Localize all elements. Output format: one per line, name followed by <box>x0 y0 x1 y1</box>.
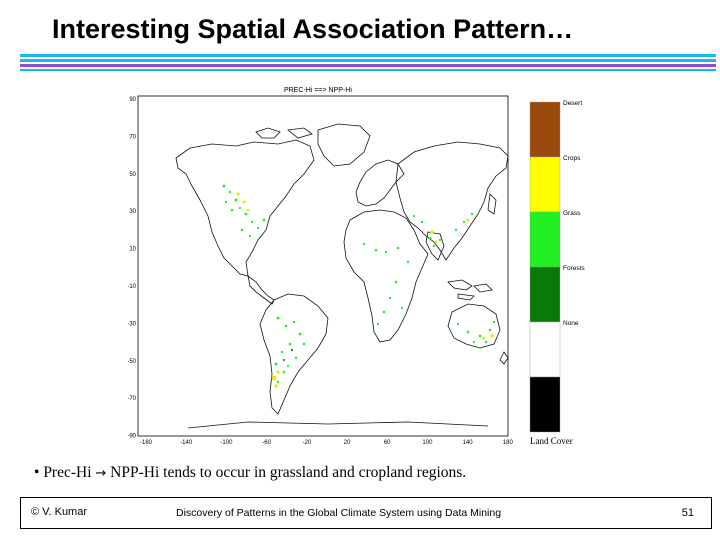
footer-bar: © V. Kumar Discovery of Patterns in the … <box>20 497 712 529</box>
y-tick-label: 90 <box>129 97 136 103</box>
grass-cluster-africa <box>362 242 410 326</box>
crops-cluster-south-america <box>271 370 280 388</box>
y-tick-label: -30 <box>128 321 137 327</box>
legend-label: Forests <box>563 265 585 272</box>
japan-outline <box>487 193 497 215</box>
australia-outline <box>447 303 501 349</box>
map-title: PREC-Hi ==> NPP-Hi <box>284 87 352 94</box>
y-tick-label: -10 <box>128 284 137 290</box>
bullet-text: • Prec-Hi → NPP-Hi tends to occur in gra… <box>34 464 466 482</box>
title-rule <box>20 64 716 67</box>
africa-outline <box>343 209 429 343</box>
y-tick-label: -50 <box>128 359 137 365</box>
legend-swatch <box>529 211 561 268</box>
bullet-marker: • <box>34 464 40 481</box>
y-tick-label: 50 <box>129 172 136 178</box>
x-tick-label: 140 <box>463 440 474 446</box>
footer-author: © V. Kumar <box>31 506 87 518</box>
legend-swatch <box>529 266 561 323</box>
grass-cluster-australia <box>456 320 496 344</box>
x-tick-label: 100 <box>422 440 433 446</box>
grass-cluster-asia <box>412 212 474 248</box>
footer-title: Discovery of Patterns in the Global Clim… <box>176 507 502 519</box>
legend-label: Grass <box>563 210 581 217</box>
page-number: 51 <box>681 507 694 519</box>
right-arrow-icon: → <box>95 466 107 481</box>
x-tick-label: -20 <box>302 440 311 446</box>
arctic-islands-outline <box>255 127 313 139</box>
greenland-outline <box>317 123 371 167</box>
y-tick-label: 30 <box>129 209 136 215</box>
legend-title: Land Cover <box>530 436 573 446</box>
legend-swatch <box>529 101 561 158</box>
bullet-suffix: NPP-Hi tends to occur in grassland and c… <box>110 464 467 481</box>
y-axis-ticks: 90 70 50 30 10 -10 -30 -50 -70 -90 <box>128 97 137 440</box>
x-tick-label: -100 <box>220 440 233 446</box>
asia-outline <box>395 141 509 261</box>
x-tick-label: -140 <box>180 440 193 446</box>
new-zealand-outline <box>499 351 509 365</box>
x-axis-ticks: -180 -140 -100 -60 -20 20 60 100 140 180 <box>140 440 513 446</box>
slide-title: Interesting Spatial Association Pattern… <box>52 14 574 44</box>
crops-cluster-north-america <box>236 192 250 212</box>
legend-label: Desert <box>563 100 582 107</box>
x-tick-label: -180 <box>140 440 153 446</box>
x-tick-label: 20 <box>344 440 351 446</box>
south-america-outline <box>259 293 329 415</box>
antarctica-outline <box>187 421 489 429</box>
world-map-figure: 90 70 50 30 10 -10 -30 -50 -70 -90 -180 -140 -100 -6… <box>128 95 585 446</box>
grass-cluster-south-america <box>274 316 306 384</box>
x-tick-label: 180 <box>503 440 514 446</box>
x-tick-label: 60 <box>384 440 391 446</box>
north-america-outline <box>175 139 315 277</box>
legend-swatch <box>529 156 561 213</box>
crops-cluster-australia <box>482 334 494 340</box>
bullet-prefix: Prec-Hi <box>43 464 92 481</box>
map-frame <box>137 95 509 437</box>
x-tick-label: -60 <box>262 440 271 446</box>
europe-outline <box>355 159 405 207</box>
y-tick-label: 70 <box>129 134 136 140</box>
title-rule <box>20 59 716 62</box>
y-tick-label: 10 <box>129 247 136 253</box>
central-america-outline <box>247 275 275 305</box>
y-tick-label: -70 <box>128 396 137 402</box>
legend-label: None <box>563 320 579 327</box>
indonesia-outline <box>447 279 493 301</box>
grass-cluster-north-america <box>222 184 266 238</box>
coastlines <box>175 123 509 429</box>
title-rule <box>20 54 716 57</box>
crops-cluster-asia <box>430 218 470 244</box>
forest-cluster-south-america <box>283 348 294 361</box>
legend-swatch <box>529 321 561 378</box>
title-rule <box>20 69 716 71</box>
y-tick-label: -90 <box>128 434 137 440</box>
legend-swatch <box>529 376 561 433</box>
land-cover-legend: Desert Crops Grass Forests None <box>529 100 585 433</box>
india-outline <box>425 231 445 261</box>
legend-label: Crops <box>563 155 581 162</box>
